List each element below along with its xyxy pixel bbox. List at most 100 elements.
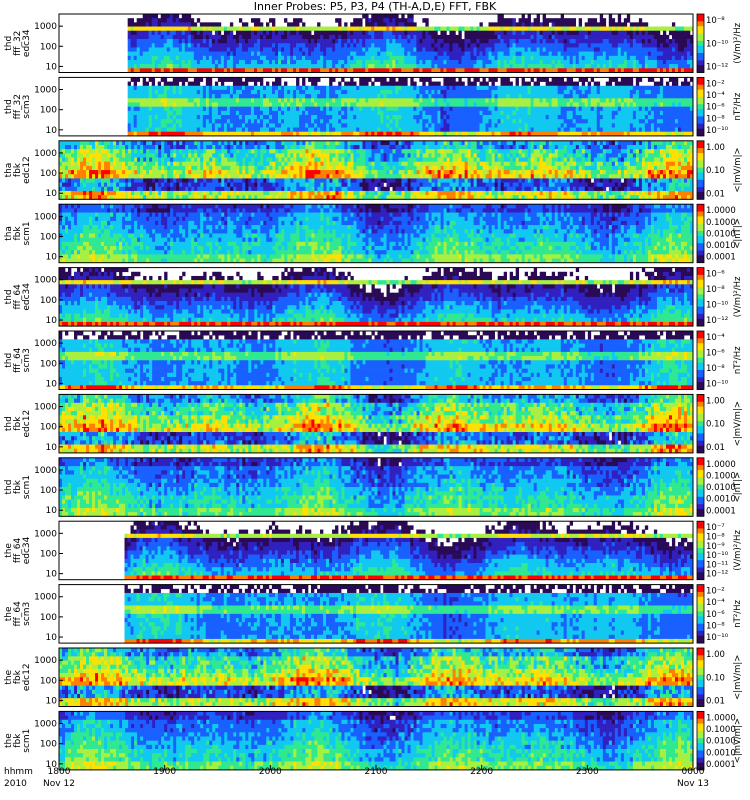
heatmap-cell [173, 43, 176, 47]
heatmap-cell [419, 98, 422, 102]
heatmap-cell [585, 56, 588, 60]
heatmap-cell [573, 43, 576, 47]
heatmap-cell [630, 35, 633, 39]
heatmap-cell [669, 39, 672, 43]
heatmap-cell [353, 22, 356, 26]
heatmap-cell [428, 47, 431, 51]
heatmap-cell [317, 115, 320, 119]
heatmap-cell [158, 31, 161, 35]
heatmap-cell [212, 123, 215, 127]
heatmap-cell [416, 39, 419, 43]
heatmap-cell [365, 94, 368, 98]
colorbar-swatch [697, 53, 704, 56]
heatmap-cell [281, 123, 284, 127]
heatmap-cell [633, 22, 636, 26]
heatmap-cell [317, 94, 320, 98]
heatmap-cell [341, 107, 344, 111]
heatmap-cell [555, 52, 558, 56]
heatmap-cell [158, 128, 161, 132]
heatmap-cell [188, 56, 191, 60]
heatmap-cell [185, 56, 188, 60]
heatmap-cell [239, 86, 242, 90]
heatmap-cell [425, 77, 428, 81]
heatmap-cell [188, 47, 191, 51]
heatmap-cell [392, 35, 395, 39]
heatmap-cell [684, 31, 687, 35]
heatmap-cell [513, 22, 516, 26]
heatmap-cell [140, 123, 143, 127]
heatmap-cell [353, 90, 356, 94]
heatmap-cell [516, 39, 519, 43]
heatmap-cell [567, 27, 570, 31]
heatmap-cell [401, 39, 404, 43]
heatmap-cell [389, 94, 392, 98]
heatmap-cell [332, 31, 335, 35]
heatmap-cell [185, 111, 188, 115]
heatmap-cell [191, 35, 194, 39]
heatmap-cell [185, 90, 188, 94]
heatmap-cell [672, 47, 675, 51]
heatmap-cell [227, 119, 230, 123]
heatmap-cell [128, 39, 131, 43]
heatmap-cell [191, 47, 194, 51]
heatmap-cell [579, 18, 582, 22]
heatmap-cell [501, 52, 504, 56]
heatmap-cell [377, 14, 380, 18]
heatmap-cell [278, 60, 281, 64]
heatmap-cell [248, 47, 251, 51]
heatmap-cell [311, 43, 314, 47]
heatmap-cell [188, 43, 191, 47]
heatmap-cell [365, 107, 368, 111]
heatmap-cell [401, 123, 404, 127]
heatmap-cell [245, 102, 248, 106]
heatmap-cell [528, 56, 531, 60]
heatmap-cell [377, 102, 380, 106]
heatmap-cell [176, 31, 179, 35]
heatmap-cell [308, 94, 311, 98]
heatmap-cell [428, 56, 431, 60]
heatmap-cell [188, 35, 191, 39]
heatmap-cell [260, 77, 263, 81]
heatmap-cell [422, 60, 425, 64]
heatmap-cell [203, 119, 206, 123]
heatmap-cell [422, 64, 425, 68]
heatmap-cell [389, 47, 392, 51]
heatmap-cell [344, 82, 347, 86]
heatmap-cell [576, 35, 579, 39]
heatmap-cell [437, 123, 440, 127]
heatmap-cell [585, 64, 588, 68]
heatmap-cell [413, 39, 416, 43]
heatmap-cell [492, 31, 495, 35]
heatmap-cell [170, 102, 173, 106]
heatmap-cell [561, 47, 564, 51]
heatmap-cell [443, 102, 446, 106]
heatmap-cell [413, 111, 416, 115]
heatmap-cell [425, 56, 428, 60]
heatmap-cell [428, 90, 431, 94]
heatmap-cell [239, 18, 242, 22]
heatmap-cell [266, 39, 269, 43]
heatmap-cell [212, 128, 215, 132]
heatmap-cell [525, 22, 528, 26]
heatmap-cell [477, 60, 480, 64]
heatmap-cell [173, 18, 176, 22]
heatmap-cell [167, 111, 170, 115]
heatmap-cell [368, 111, 371, 115]
heatmap-cell [522, 27, 525, 31]
heatmap-cell [477, 39, 480, 43]
heatmap-cell [483, 43, 486, 47]
heatmap-cell [404, 43, 407, 47]
heatmap-cell [480, 35, 483, 39]
heatmap-cell [609, 60, 612, 64]
heatmap-cell [233, 86, 236, 90]
heatmap-cell [386, 31, 389, 35]
heatmap-cell [549, 60, 552, 64]
heatmap-cell [248, 64, 251, 68]
heatmap-cell [245, 123, 248, 127]
heatmap-cell [525, 47, 528, 51]
heatmap-cell [146, 31, 149, 35]
heatmap-cell [257, 43, 260, 47]
heatmap-cell [233, 123, 236, 127]
heatmap-cell [603, 64, 606, 68]
heatmap-cell [401, 22, 404, 26]
